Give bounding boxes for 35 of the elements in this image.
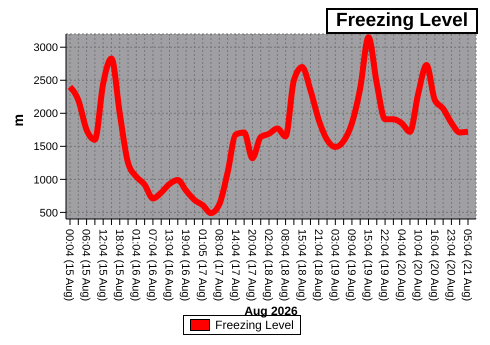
chart-title: Freezing Level xyxy=(326,8,478,34)
y-tick-label: 2500 xyxy=(34,75,58,88)
x-tick-label: 15:04 (18 Aug) xyxy=(295,229,308,302)
x-tick-label: 15:04 (19 Aug) xyxy=(362,229,374,302)
y-tick-label: 1500 xyxy=(34,141,58,154)
y-tick-label: 2000 xyxy=(34,108,58,120)
x-tick-label: 16:04 (20 Aug) xyxy=(428,229,440,302)
x-tick-label: 07:04 (16 Aug) xyxy=(146,229,158,302)
x-tick-label: 00:04 (15 Aug) xyxy=(63,229,76,302)
x-tick-label: 05:04 (21 Aug) xyxy=(461,229,474,302)
x-tick-label: 23:04 (20 Aug) xyxy=(444,229,457,302)
x-tick-label: 20:04 (17 Aug) xyxy=(246,229,258,302)
x-tick-label: 02:04 (18 Aug) xyxy=(262,229,274,302)
x-tick-label: 21:04 (18 Aug) xyxy=(312,229,324,302)
x-tick-label: 09:04 (19 Aug) xyxy=(345,229,358,302)
y-tick-label: 3000 xyxy=(34,42,58,54)
x-tick-label: 13:04 (16 Aug) xyxy=(162,229,175,302)
x-tick-label: 01:05 (17 Aug) xyxy=(196,229,208,302)
x-tick-label: 10:04 (20 Aug) xyxy=(411,229,424,302)
x-axis-title: Aug 2026 xyxy=(244,304,298,318)
x-tick-label: 03:04 (19 Aug) xyxy=(328,229,340,302)
legend-label: Freezing Level xyxy=(215,318,294,332)
y-axis-title: m xyxy=(10,114,26,126)
x-tick-label: 04:04 (20 Aug) xyxy=(394,229,407,302)
x-tick-label: 06:04 (15 Aug) xyxy=(80,229,92,302)
y-tick-label: 500 xyxy=(40,207,58,220)
y-tick-label: 1000 xyxy=(34,174,58,186)
x-tick-label: 01:04 (16 Aug) xyxy=(129,229,142,302)
x-tick-label: 18:04 (15 Aug) xyxy=(112,229,125,302)
x-tick-label: 19:04 (16 Aug) xyxy=(179,229,192,302)
x-tick-label: 08:04 (18 Aug) xyxy=(278,229,291,302)
x-tick-label: 12:04 (15 Aug) xyxy=(96,229,108,302)
x-tick-label: 08:04 (17 Aug) xyxy=(212,229,224,302)
x-tick-label: 22:04 (19 Aug) xyxy=(378,229,390,302)
x-tick-label: 14:04 (17 Aug) xyxy=(228,229,241,302)
